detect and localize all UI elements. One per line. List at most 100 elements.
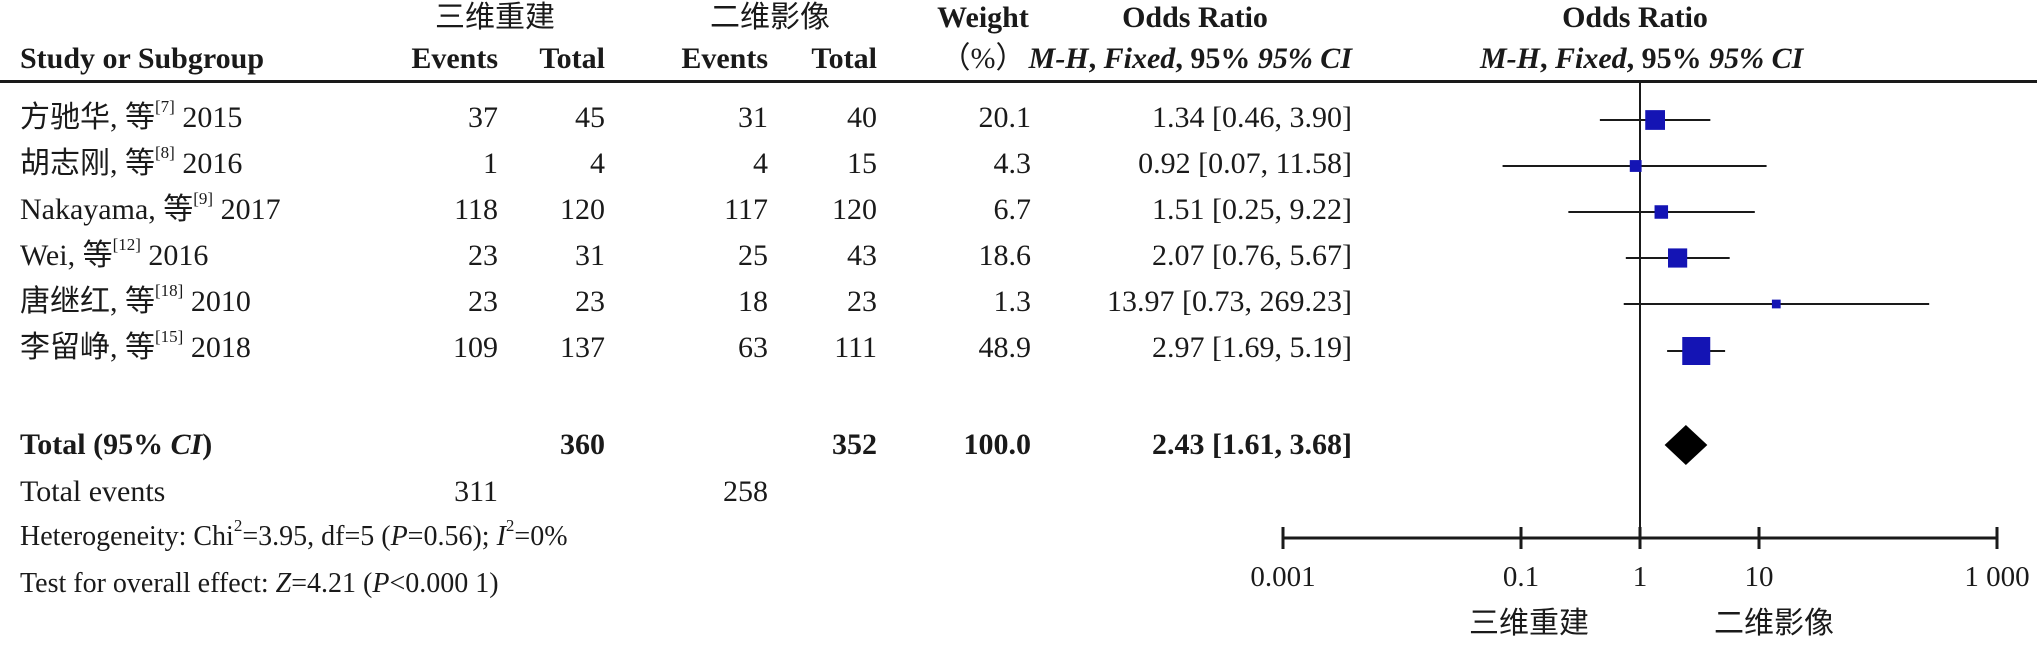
study-or-square xyxy=(1645,110,1665,130)
events1-cell: 23 xyxy=(468,285,498,318)
study-author: 方驰华, 等 xyxy=(20,101,155,134)
study-author: Wei, 等 xyxy=(20,239,113,272)
study-or-square xyxy=(1668,248,1688,268)
total1-cell: 137 xyxy=(560,331,605,364)
total-events-label: Total events xyxy=(20,475,166,508)
events2-cell: 63 xyxy=(738,331,768,364)
group1-header: 三维重建 xyxy=(435,1,555,34)
total1-header: Total xyxy=(539,42,605,75)
favours-left-label: 三维重建 xyxy=(1469,607,1589,640)
x-tick-label: 1 000 xyxy=(1964,561,2029,593)
study-author: 胡志刚, 等 xyxy=(20,147,155,180)
total2-cell: 15 xyxy=(847,147,877,180)
total-events-2: 258 xyxy=(723,475,768,508)
total1-cell: 31 xyxy=(575,239,605,272)
study-column-header: Study or Subgroup xyxy=(20,42,265,75)
events2-cell: 18 xyxy=(738,285,768,318)
or-ci-cell: 2.07 [0.76, 5.67] xyxy=(1152,239,1352,272)
events1-cell: 118 xyxy=(454,193,498,226)
or-header-title: Odds Ratio xyxy=(1122,1,1268,34)
study-year: 2017 xyxy=(220,193,281,226)
study-year: 2010 xyxy=(190,285,251,318)
study-ref: [12] xyxy=(112,235,141,254)
total-label: Total (95% CI) xyxy=(20,428,213,461)
group2-header: 二维影像 xyxy=(710,1,830,34)
weight-cell: 1.3 xyxy=(993,285,1032,318)
study-label: 李留峥, 等[15] 2018 xyxy=(20,327,251,366)
events2-header: Events xyxy=(681,42,768,75)
total2-cell: 23 xyxy=(847,285,877,318)
events1-cell: 109 xyxy=(453,331,498,364)
plot-method-header: M-H, Fixed, 95% 95% CI xyxy=(1480,42,1804,75)
study-or-square xyxy=(1629,160,1642,172)
total1-value: 360 xyxy=(560,428,605,461)
weight-cell: 6.7 xyxy=(993,193,1032,226)
weight-cell: 4.3 xyxy=(993,147,1032,180)
events1-cell: 37 xyxy=(468,101,498,134)
or-method-header: M-H, Fixed, 95% 95% CI xyxy=(1028,42,1352,75)
or-ci-cell: 0.92 [0.07, 11.58] xyxy=(1138,147,1352,180)
total-weight: 100.0 xyxy=(963,428,1032,461)
total2-value: 352 xyxy=(832,428,877,461)
study-label: 胡志刚, 等[8] 2016 xyxy=(20,143,243,182)
study-label: 唐继红, 等[18] 2010 xyxy=(20,281,251,320)
favours-right-label: 二维影像 xyxy=(1714,607,1834,640)
study-author: Nakayama, 等 xyxy=(20,193,194,226)
total1-cell: 4 xyxy=(590,147,605,180)
plot-header-title: Odds Ratio xyxy=(1562,1,1708,34)
overall-effect-text: Test for overall effect: Z=4.21 (P<0.000… xyxy=(20,568,499,599)
weight-cell: 48.9 xyxy=(978,331,1032,364)
study-year: 2016 xyxy=(148,239,209,272)
study-ref: [9] xyxy=(193,189,214,208)
study-or-square xyxy=(1654,205,1669,219)
events2-cell: 31 xyxy=(738,101,768,134)
plot-ci-text: 95% CI xyxy=(1709,42,1804,75)
study-year: 2016 xyxy=(182,147,243,180)
total-or-text: 2.43 [1.61, 3.68] xyxy=(1152,428,1352,461)
x-tick-label: 0.001 xyxy=(1250,561,1315,593)
weight-header: Weight xyxy=(937,1,1029,34)
heterogeneity-text: Heterogeneity: Chi2=3.95, df=5 (P=0.56);… xyxy=(20,515,568,552)
events1-cell: 23 xyxy=(468,239,498,272)
total2-cell: 40 xyxy=(847,101,877,134)
or-ci-cell: 2.97 [1.69, 5.19] xyxy=(1152,331,1352,364)
total2-header: Total xyxy=(811,42,877,75)
x-tick-label: 1 xyxy=(1633,561,1648,593)
total1-cell: 45 xyxy=(575,101,605,134)
study-ref: [18] xyxy=(155,281,184,300)
events1-cell: 1 xyxy=(483,147,498,180)
or-ci-cell: 13.97 [0.73, 269.23] xyxy=(1107,285,1352,318)
study-year: 2015 xyxy=(182,101,243,134)
total2-cell: 43 xyxy=(847,239,877,272)
study-author: 李留峥, 等 xyxy=(20,331,155,364)
x-tick-label: 10 xyxy=(1745,561,1774,593)
or-ci-text: 95% CI xyxy=(1257,42,1352,75)
study-ref: [8] xyxy=(155,143,175,162)
or-ci-cell: 1.34 [0.46, 3.90] xyxy=(1152,101,1352,134)
weight-unit-header: （%） xyxy=(940,42,1026,75)
events1-header: Events xyxy=(411,42,498,75)
weight-cell: 20.1 xyxy=(978,101,1032,134)
study-label: Wei, 等[12] 2016 xyxy=(20,235,209,274)
total2-cell: 111 xyxy=(834,331,877,364)
study-year: 2018 xyxy=(190,331,251,364)
events2-cell: 4 xyxy=(753,147,768,180)
events2-cell: 117 xyxy=(724,193,768,226)
or-ci-cell: 1.51 [0.25, 9.22] xyxy=(1152,193,1352,226)
study-ref: [15] xyxy=(155,327,184,346)
total-diamond xyxy=(1664,425,1708,465)
study-or-square xyxy=(1771,299,1781,309)
events2-cell: 25 xyxy=(738,239,768,272)
total1-cell: 23 xyxy=(575,285,605,318)
study-label: Nakayama, 等[9] 2017 xyxy=(20,189,281,228)
weight-cell: 18.6 xyxy=(978,239,1032,272)
x-tick-label: 0.1 xyxy=(1503,561,1539,593)
study-or-square xyxy=(1682,337,1711,365)
study-author: 唐继红, 等 xyxy=(20,285,155,318)
total2-cell: 120 xyxy=(832,193,877,226)
study-ref: [7] xyxy=(155,97,175,116)
total1-cell: 120 xyxy=(560,193,605,226)
header-rule xyxy=(0,80,2037,83)
study-label: 方驰华, 等[7] 2015 xyxy=(20,97,243,136)
